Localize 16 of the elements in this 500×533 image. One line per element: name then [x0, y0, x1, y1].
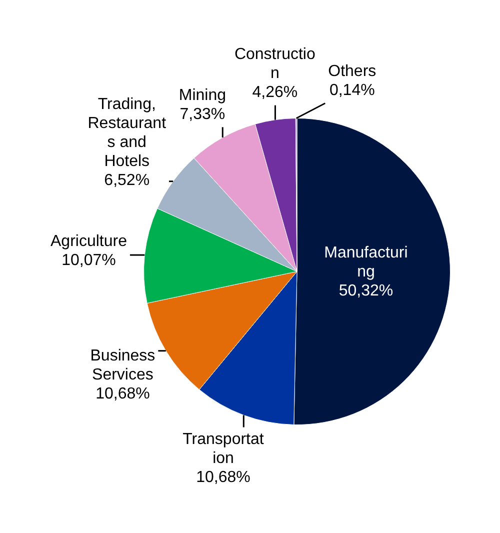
slice-label: Trading, Restaurants and Hotels [88, 96, 167, 170]
slice-label: Others [328, 63, 376, 80]
data-label: 6,52% [104, 172, 150, 190]
data-label: 7,33% [180, 106, 226, 124]
slice-label: Agriculture [50, 232, 128, 250]
data-label: 10,68% [196, 469, 250, 486]
slice-label: Business Services [90, 347, 156, 384]
slice-label: Transportation [182, 431, 264, 468]
slice-label: Manufacturing [324, 244, 408, 281]
data-label: 10,07% [62, 252, 116, 269]
slice-label: Mining [178, 87, 226, 104]
data-label: 4,26% [252, 84, 298, 102]
data-label: 10,68% [96, 385, 150, 402]
data-label: 0,14% [329, 82, 375, 100]
slice-label: Construction [234, 46, 316, 82]
data-label: 50,32% [338, 282, 394, 300]
